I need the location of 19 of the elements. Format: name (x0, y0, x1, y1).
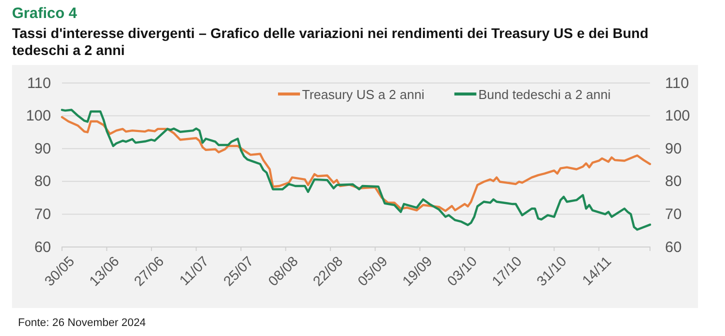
chart-subtitle: Tassi d'interesse divergenti – Grafico delle variazioni nei rendimenti dei Treasury US e dei Bund tedeschi a 2 anni (12, 25, 648, 58)
source-note: Fonte: 26 November 2024 (18, 317, 146, 329)
line-series (60, 116, 652, 212)
y2-tick-label: 80 (665, 173, 682, 190)
line-series (60, 108, 652, 231)
y-tick-label: 80 (34, 173, 51, 190)
y-tick-label: 70 (34, 206, 51, 223)
legend-label: Treasury US a 2 anni (302, 87, 424, 102)
y-tick-label: 110 (27, 74, 51, 92)
chart-title: Grafico 4 (12, 5, 78, 22)
y2-tick-label: 70 (665, 206, 682, 223)
y-tick-label: 90 (34, 140, 51, 158)
y2-tick-label: 100 (665, 108, 690, 125)
y2-tick-label: 90 (665, 140, 682, 158)
legend-label: Bund tedeschi a 2 anni (478, 87, 611, 102)
y-tick-label: 60 (34, 238, 51, 256)
y-tick-label: 100 (26, 108, 51, 125)
y2-tick-label: 60 (665, 238, 682, 256)
y2-tick-label: 110 (665, 74, 689, 92)
